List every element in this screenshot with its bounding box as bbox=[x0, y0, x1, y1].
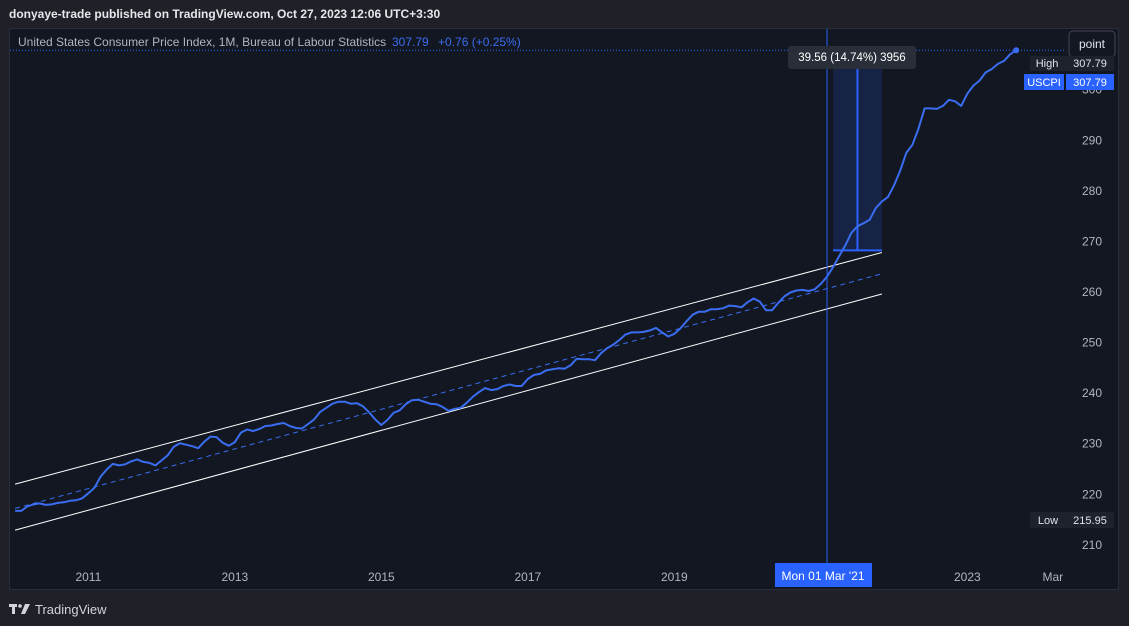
publish-header: donyaye-trade published on TradingView.c… bbox=[0, 0, 1129, 28]
time-tick-label: 2023 bbox=[954, 570, 981, 584]
measure-label-box: 39.56 (14.74%) 3956 bbox=[788, 46, 916, 69]
cpi-series-line bbox=[15, 49, 1017, 512]
time-tick-label: 2017 bbox=[514, 570, 541, 584]
price-tick-label: 220 bbox=[1082, 487, 1102, 501]
published-info: donyaye-trade published on TradingView.c… bbox=[9, 7, 441, 21]
price-tick-label: 210 bbox=[1082, 538, 1102, 552]
last-value-dot bbox=[1013, 47, 1020, 54]
last-value: 307.79 bbox=[1073, 77, 1107, 89]
time-tick-label: Mar bbox=[1042, 570, 1063, 584]
chart-panel[interactable] bbox=[9, 28, 1119, 590]
last-price-label: USCPI 307.79 bbox=[1024, 74, 1114, 90]
channel-upper-line bbox=[14, 252, 883, 485]
low-label: Low bbox=[1038, 515, 1058, 527]
high-value: 307.79 bbox=[1073, 58, 1107, 70]
point-mode-label: point bbox=[1079, 37, 1106, 51]
price-tick-label: 290 bbox=[1082, 133, 1102, 147]
price-tick-label: 260 bbox=[1082, 285, 1102, 299]
price-tick-label: 230 bbox=[1082, 437, 1102, 451]
time-tick-label: 2013 bbox=[221, 570, 248, 584]
crosshair-date-label: Mon 01 Mar '21 bbox=[775, 563, 872, 587]
low-value: 215.95 bbox=[1073, 515, 1107, 527]
low-price-label: Low 215.95 bbox=[1030, 512, 1114, 528]
channel-median-line bbox=[14, 273, 883, 509]
footer-brand[interactable]: TradingView bbox=[9, 599, 107, 619]
time-tick-label: 2015 bbox=[368, 570, 395, 584]
symbol-tag: USCPI bbox=[1027, 77, 1061, 89]
measure-label: 39.56 (14.74%) 3956 bbox=[798, 52, 905, 64]
legend-last-value: 307.79 bbox=[392, 35, 429, 49]
point-mode-button[interactable]: point bbox=[1068, 30, 1116, 58]
tradingview-logo-icon bbox=[9, 604, 30, 614]
legend-symbol: United States Consumer Price Index, 1M, … bbox=[18, 35, 386, 49]
price-tick-label: 270 bbox=[1082, 234, 1102, 248]
crosshair-date-text: Mon 01 Mar '21 bbox=[782, 569, 865, 583]
price-tick-label: 240 bbox=[1082, 386, 1102, 400]
time-tick-label: 2011 bbox=[75, 570, 101, 584]
high-price-label: High 307.79 bbox=[1030, 56, 1114, 71]
price-tick-label: 280 bbox=[1082, 184, 1102, 198]
price-tick-label: 250 bbox=[1082, 336, 1102, 350]
high-label: High bbox=[1036, 58, 1059, 70]
time-tick-label: 2019 bbox=[661, 570, 688, 584]
footer-brand-text: TradingView bbox=[35, 601, 107, 617]
legend-change: +0.76 (+0.25%) bbox=[438, 35, 521, 49]
channel-lower-line bbox=[14, 293, 883, 531]
